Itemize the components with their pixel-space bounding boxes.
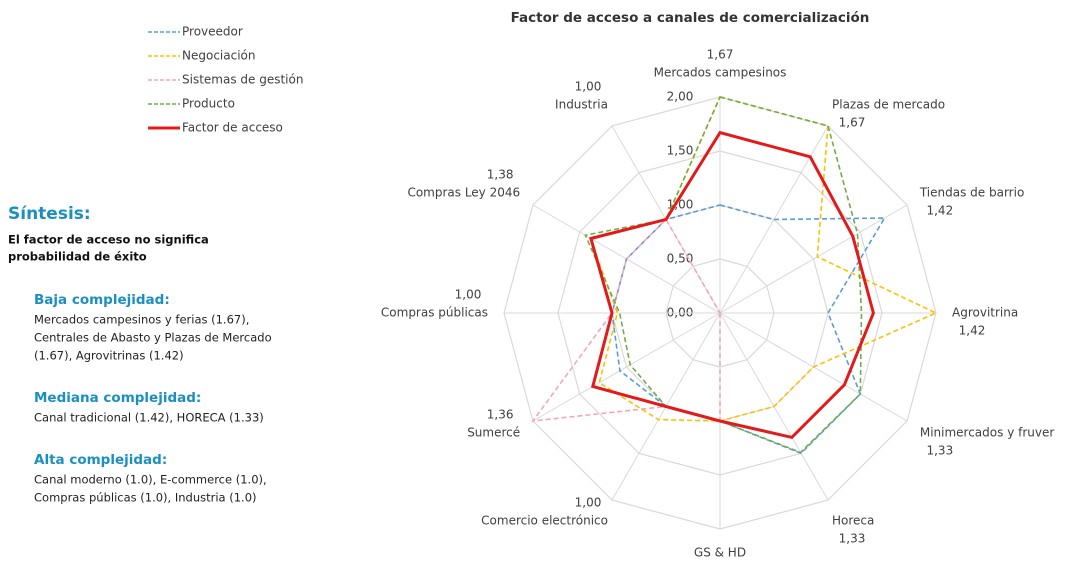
r-tick-label: 2,00 xyxy=(667,90,694,104)
category-label: Compras Ley 2046 xyxy=(407,186,520,200)
value-label: 1,38 xyxy=(487,168,514,182)
category-label: Horeca xyxy=(832,513,874,527)
category-label: Sumercé xyxy=(467,426,520,440)
value-label: 1,36 xyxy=(487,408,514,422)
section-line: Centrales de Abasto y Plazas de Mercado xyxy=(34,331,272,345)
value-label: 1,00 xyxy=(575,495,602,509)
chart-title: Factor de acceso a canales de comerciali… xyxy=(511,10,870,26)
section-title: Mediana complejidad: xyxy=(34,390,201,406)
panel-intro: El factor de acceso no significa xyxy=(8,233,209,247)
legend-label: Sistemas de gestión xyxy=(182,73,303,87)
panel-intro: probabilidad de éxito xyxy=(8,250,147,264)
section-title: Alta complejidad: xyxy=(34,452,167,468)
value-label: 1,67 xyxy=(707,48,734,62)
series-line xyxy=(589,130,875,440)
section-line: Compras públicas (1.0), Industria (1.0) xyxy=(34,491,257,505)
category-label: Plazas de mercado xyxy=(832,98,945,112)
category-label: Mercados campesinos xyxy=(654,66,787,80)
series-line xyxy=(584,96,863,454)
value-label: 1,42 xyxy=(959,324,986,338)
value-label: 1,00 xyxy=(455,288,482,302)
legend-label: Factor de acceso xyxy=(182,121,283,135)
value-label: 1,33 xyxy=(926,444,953,458)
category-label: Comercio electrónico xyxy=(481,513,608,527)
section-line: Canal moderno (1.0), E-commerce (1.0), xyxy=(34,473,267,487)
section-title: Baja complejidad: xyxy=(34,292,170,308)
spoke xyxy=(719,125,829,314)
spoke xyxy=(719,204,908,314)
series-line xyxy=(611,204,887,455)
value-label: 1,33 xyxy=(839,531,866,545)
value-label: 1,00 xyxy=(575,80,602,94)
value-label: 1,67 xyxy=(839,116,866,130)
category-label: GS & HD xyxy=(694,546,746,560)
panel-heading: Síntesis: xyxy=(8,204,91,224)
legend-label: Producto xyxy=(182,97,235,111)
spoke xyxy=(532,312,721,422)
section-line: Canal tradicional (1.42), HORECA (1.33) xyxy=(34,411,264,425)
category-label: Industria xyxy=(555,98,608,112)
category-label: Compras públicas xyxy=(381,306,488,320)
r-tick-label: 1,50 xyxy=(667,144,694,158)
category-label: Tiendas de barrio xyxy=(919,186,1024,200)
legend-label: Negociación xyxy=(182,49,255,63)
legend-label: Proveedor xyxy=(182,25,243,39)
value-label: 1,42 xyxy=(926,204,953,218)
section-line: Mercados campesinos y ferias (1.67), xyxy=(34,313,249,327)
category-label: Minimercados y fruver xyxy=(920,426,1055,440)
category-label: Agrovitrina xyxy=(952,306,1018,320)
series-line xyxy=(531,218,721,423)
section-line: (1.67), Agrovitrinas (1.42) xyxy=(34,349,184,363)
